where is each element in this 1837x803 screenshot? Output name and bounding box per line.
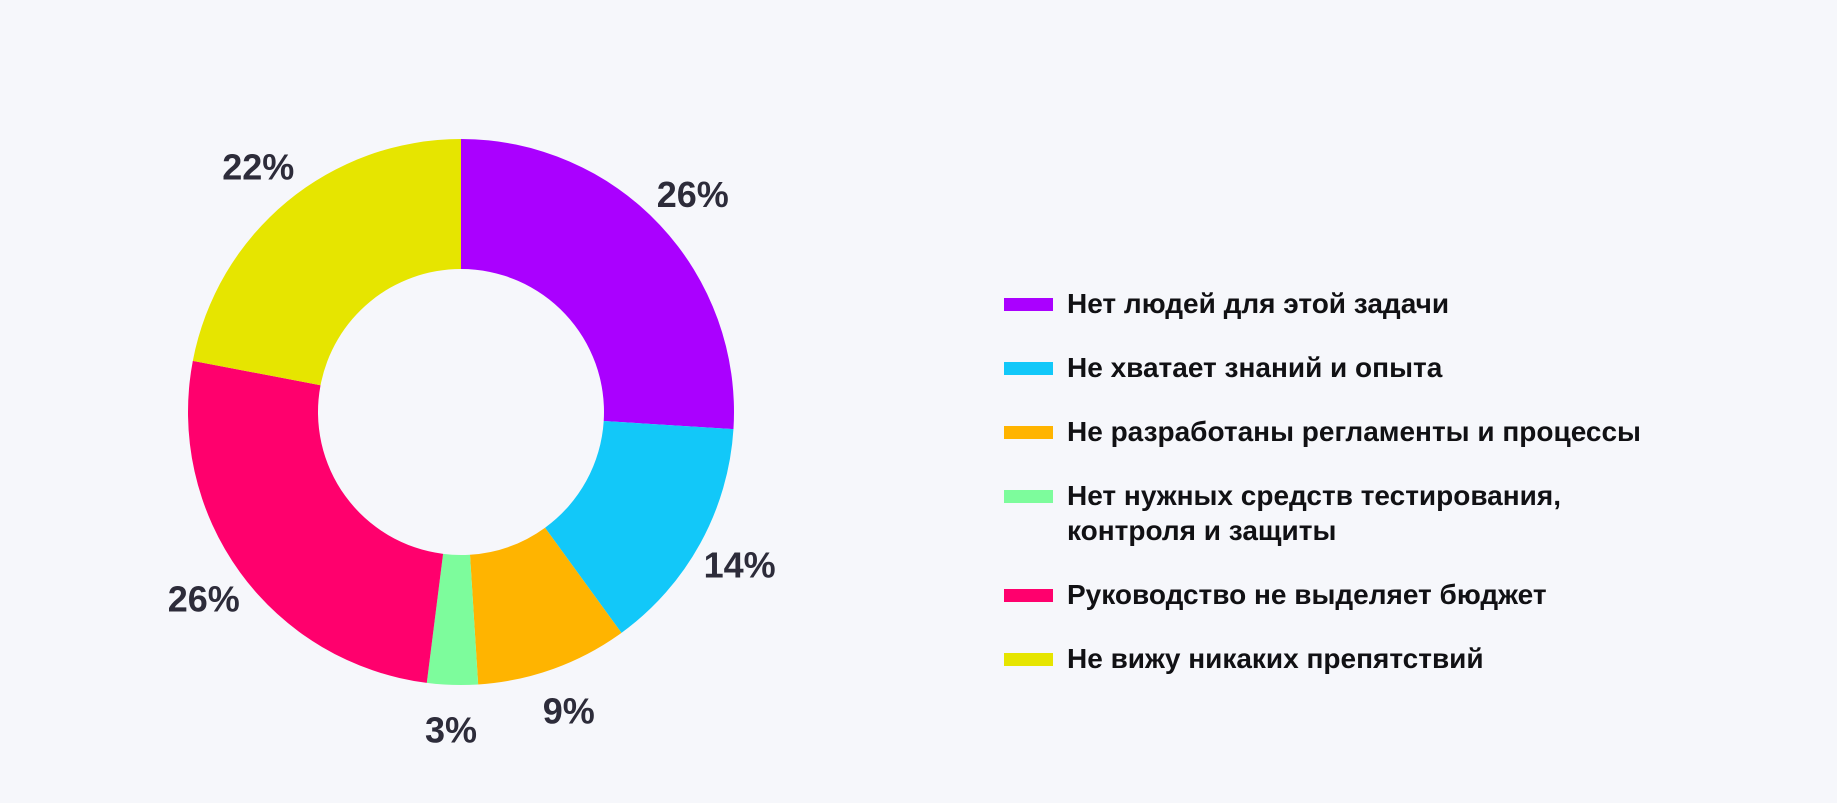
slice-percent-label: 22% xyxy=(222,146,294,187)
slice-percent-label: 14% xyxy=(704,545,776,586)
legend-swatch xyxy=(1004,589,1053,602)
legend-item: Нет нужных средств тестирования, контрол… xyxy=(1000,478,1780,548)
legend-item: Не хватает знаний и опыта xyxy=(1000,350,1780,385)
donut-slice xyxy=(469,527,622,685)
legend-item: Нет людей для этой задачи xyxy=(1000,286,1780,321)
donut-slice xyxy=(426,553,479,685)
legend-label: Руководство не выделяет бюджет xyxy=(1067,579,1547,610)
legend-swatch xyxy=(1004,426,1053,439)
legend-swatch xyxy=(1004,298,1053,311)
slice-percent-label: 26% xyxy=(168,578,240,619)
legend-item: Не разработаны регламенты и процессы xyxy=(1000,414,1780,449)
legend-label: Не вижу никаких препятствий xyxy=(1067,643,1484,674)
slice-percent-label: 26% xyxy=(657,174,729,215)
legend-swatch xyxy=(1004,653,1053,666)
legend-item: Не вижу никаких препятствий xyxy=(1000,641,1780,676)
legend: Нет людей для этой задачи Не хватает зна… xyxy=(1000,286,1780,676)
donut-slice xyxy=(545,420,734,633)
legend-swatch xyxy=(1004,490,1053,503)
legend-label: Не разработаны регламенты и процессы xyxy=(1067,416,1641,447)
donut-slice xyxy=(192,139,462,386)
legend-item: Руководство не выделяет бюджет xyxy=(1000,577,1780,612)
donut-slice xyxy=(461,139,734,430)
legend-label: Нет нужных средств тестирования, контрол… xyxy=(1067,480,1561,546)
slice-percent-label: 3% xyxy=(425,709,477,750)
legend-label: Нет людей для этой задачи xyxy=(1067,288,1450,319)
donut-slice xyxy=(188,360,444,683)
slice-percent-label: 9% xyxy=(543,691,595,732)
legend-swatch xyxy=(1004,362,1053,375)
legend-label: Не хватает знаний и опыта xyxy=(1067,352,1443,383)
